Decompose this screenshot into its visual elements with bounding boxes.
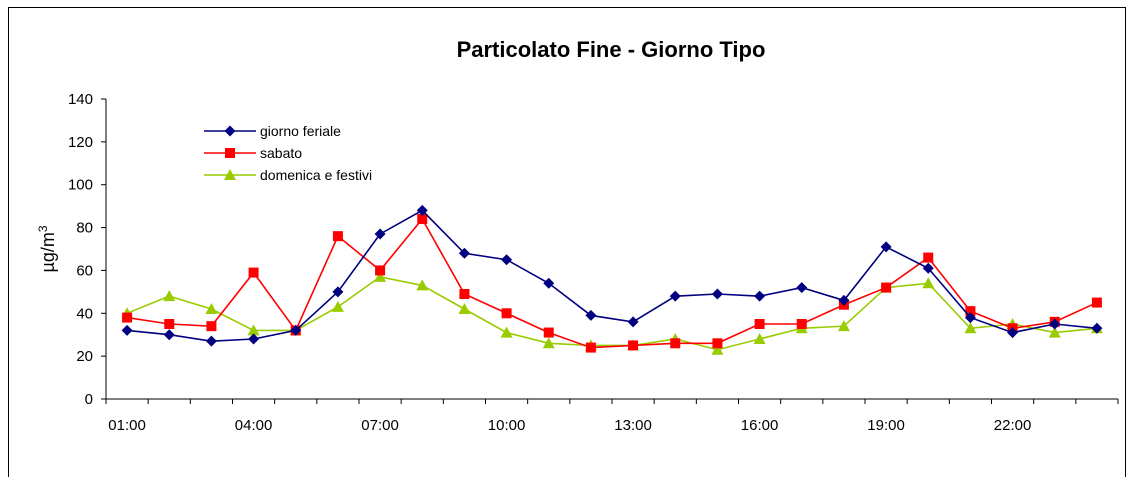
data-point-diamond [163,329,175,341]
data-point-triangle [922,277,935,289]
data-point-diamond [754,290,766,302]
x-tick-label: 13:00 [614,417,652,434]
data-point-square [375,265,386,276]
y-tick-label: 100 [68,177,93,194]
data-point-diamond [711,288,723,300]
data-point-square [754,319,765,329]
data-point-square [881,282,892,293]
data-point-diamond [627,316,639,328]
data-point-diamond [838,294,850,306]
x-tick-label: 10:00 [488,417,526,434]
legend-label: domenica e festivi [260,167,372,183]
data-point-diamond [585,309,597,321]
data-point-square [417,214,428,224]
data-point-square [164,319,175,329]
series-line [126,276,1097,351]
data-point-triangle [205,303,218,314]
y-tick-label: 0 [85,391,93,408]
data-point-square [248,267,259,278]
data-point-triangle [374,270,387,282]
data-point-diamond [416,204,428,216]
chart-title: Particolato Fine - Giorno Tipo [457,37,766,62]
data-point-diamond [796,282,808,294]
data-point-triangle [224,169,236,180]
data-point-diamond [374,228,386,240]
x-tick-label: 01:00 [108,417,146,434]
data-point-triangle [500,326,513,338]
y-tick-label: 60 [76,262,93,279]
data-point-triangle [753,333,766,344]
y-tick-label: 120 [68,134,93,151]
data-point-diamond [121,324,133,336]
data-point-diamond [332,286,344,298]
x-tick-label: 04:00 [235,417,273,434]
data-point-triangle [416,279,429,291]
data-point-diamond [543,277,555,289]
series-square [122,214,1102,353]
x-tick-label: 16:00 [741,417,779,434]
data-point-diamond [224,125,236,137]
data-point-diamond [1007,327,1019,339]
data-point-square [332,231,343,242]
data-point-square [225,148,235,158]
data-point-triangle [964,322,977,334]
data-point-diamond [964,312,976,324]
legend-label: giorno feriale [260,123,341,139]
y-axis-label: µg/m3 [36,225,58,272]
data-point-square [628,340,639,351]
legend-label: sabato [260,145,302,161]
data-point-diamond [248,333,260,345]
series-line [127,209,1097,342]
data-point-square [206,321,217,332]
data-point-square [543,327,554,338]
x-tick-label: 07:00 [361,417,399,434]
data-point-square [122,312,133,323]
data-point-diamond [922,262,934,274]
data-point-diamond [1091,322,1103,334]
data-point-diamond [501,254,513,266]
data-point-diamond [290,324,302,336]
data-point-square [670,338,681,349]
data-point-triangle [163,290,176,302]
data-point-triangle [458,303,471,314]
data-point-square [796,319,807,329]
y-tick-label: 20 [76,348,93,365]
data-point-square [1091,297,1102,308]
data-point-square [965,306,976,317]
data-point-triangle [837,320,850,332]
x-tick-label: 22:00 [994,417,1032,434]
series-triangle [121,270,1103,355]
data-point-square [585,342,596,353]
data-point-square [459,289,470,299]
data-point-diamond [880,241,892,253]
data-point-diamond [205,335,217,347]
x-tick-label: 19:00 [867,417,905,434]
data-point-triangle [1048,326,1061,338]
data-point-square [501,308,512,319]
series-diamond [121,204,1103,347]
y-tick-label: 140 [68,91,93,108]
data-point-square [712,338,723,349]
data-point-diamond [669,290,681,302]
data-point-triangle [542,337,555,349]
data-point-diamond [1049,318,1061,330]
data-point-triangle [247,324,260,336]
series-line [126,217,1098,349]
data-point-triangle [331,300,344,312]
y-tick-label: 40 [76,305,93,322]
y-tick-label: 80 [76,220,93,237]
chart-area [8,7,1126,477]
data-point-diamond [458,247,470,259]
data-point-triangle [711,343,724,355]
data-point-square [923,252,934,263]
